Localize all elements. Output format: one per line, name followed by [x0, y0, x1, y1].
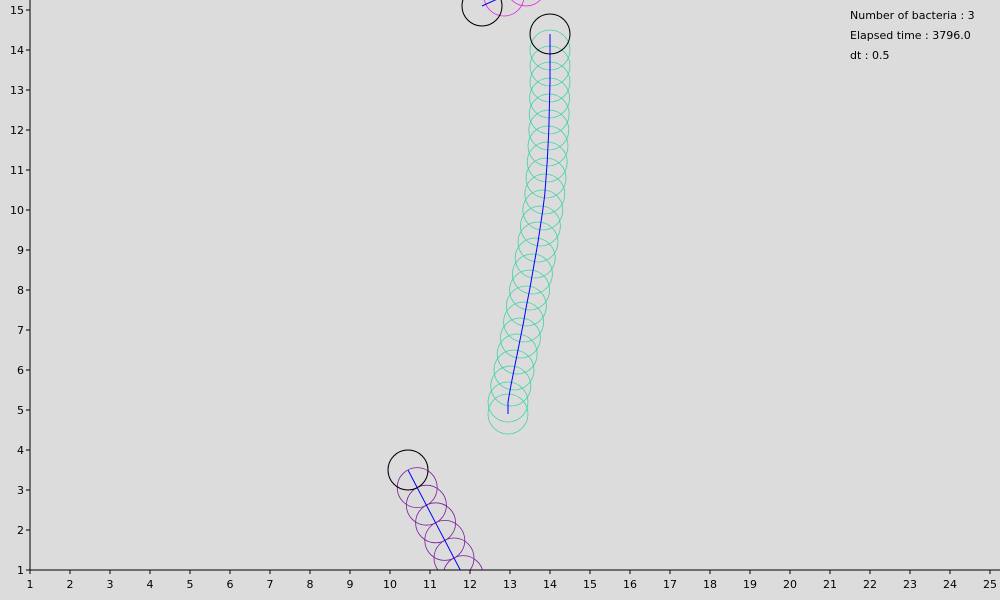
y-tick-label: 1: [17, 564, 24, 577]
x-tick-label: 19: [743, 578, 757, 591]
bacterium-head-circle: [461, 0, 503, 27]
y-tick-label: 5: [17, 404, 24, 417]
bacterium-segment-circle: [520, 205, 561, 247]
bacterium-segment-circle: [493, 349, 535, 391]
bacterium-segment-circle: [415, 502, 457, 544]
y-tick-label: 12: [10, 124, 24, 137]
x-tick-label: 14: [543, 578, 557, 591]
bacterium-segment-circle: [509, 269, 550, 311]
y-tick-label: 9: [17, 244, 24, 257]
bacterium-segment-circle: [503, 301, 544, 343]
bacterium-segment-circle: [525, 157, 567, 199]
bacteria-layer: [387, 0, 571, 600]
bacterium-segment-circle: [484, 0, 524, 17]
y-tick-label: 7: [17, 324, 24, 337]
bacterium-segment-circle: [512, 253, 553, 295]
x-tick-label: 13: [503, 578, 517, 591]
x-tick-label: 25: [983, 578, 997, 591]
bacterium-segment-circle: [511, 0, 541, 7]
bacterium-head-circle: [387, 449, 429, 491]
y-tick-label: 3: [17, 484, 24, 497]
bacterium-segment-circle: [506, 285, 547, 327]
bacterium-head-circle: [529, 13, 571, 55]
x-tick-label: 3: [107, 578, 114, 591]
x-tick-label: 1: [27, 578, 34, 591]
bacterium-segment-circle: [517, 221, 559, 263]
x-tick-label: 5: [187, 578, 194, 591]
bacterium-segment-circle: [462, 591, 502, 600]
bacterium-segment-circle: [527, 125, 569, 167]
bacterium-segment-circle: [496, 333, 538, 375]
y-tick-label: 10: [10, 204, 24, 217]
x-tick-label: 23: [903, 578, 917, 591]
bacterium-segment-circle: [433, 537, 475, 570]
bacterium-segment-circle: [405, 484, 447, 526]
x-tick-label: 17: [663, 578, 677, 591]
bacterium-segment-circle: [396, 467, 438, 509]
x-tick-label: 12: [463, 578, 477, 591]
y-tick-label: 6: [17, 364, 24, 377]
x-tick-label: 8: [307, 578, 314, 591]
y-tick-label: 4: [17, 444, 24, 457]
bacterium-segment-circle: [490, 365, 532, 407]
bacteria-count-text: Number of bacteria : 3: [850, 9, 975, 22]
bacterium-segment-circle: [424, 520, 466, 561]
x-tick-label: 6: [227, 578, 234, 591]
x-tick-label: 21: [823, 578, 837, 591]
bacterium-segment-circle: [522, 189, 564, 231]
info-panel: Number of bacteria : 3 Elapsed time : 37…: [850, 6, 975, 66]
bacterium-spine-line: [507, 34, 551, 414]
bacterium-segment-circle: [500, 317, 541, 359]
x-tick-label: 15: [583, 578, 597, 591]
bacterium-segment-circle: [461, 0, 503, 27]
bacterium-segment-circle: [443, 555, 483, 570]
bacterium-spine-line: [481, 0, 497, 7]
x-tick-label: 24: [943, 578, 957, 591]
y-tick-label: 15: [10, 4, 24, 17]
bacterium-segment-circle: [487, 381, 529, 423]
bacterium-segment-circle: [487, 393, 529, 435]
y-tick-label: 8: [17, 284, 24, 297]
y-tick-label: 11: [10, 164, 24, 177]
x-tick-label: 20: [783, 578, 797, 591]
y-tick-label: 14: [10, 44, 24, 57]
bacterium-spine-line: [407, 469, 461, 570]
x-tick-label: 16: [623, 578, 637, 591]
x-tick-label: 2: [67, 578, 74, 591]
bacterium-segment-circle: [524, 173, 566, 215]
bacterium-segment-circle: [514, 237, 556, 279]
axes: 1 2 3 4 5 6 7 8 9 10 11 12 13 14 15 16 17 18 19 20 21 22 23 24 2…: [10, 0, 1000, 591]
dt-text: dt : 0.5: [850, 49, 890, 62]
x-tick-label: 22: [863, 578, 877, 591]
elapsed-time-text: Elapsed time : 3796.0: [850, 29, 971, 42]
y-tick-label: 13: [10, 84, 24, 97]
bacterium-middle: [487, 13, 571, 435]
bacterium-bottom: [387, 449, 502, 600]
bacterium-segment-circle: [526, 141, 568, 183]
x-tick-label: 11: [423, 578, 437, 591]
y-tick-label: 2: [17, 524, 24, 537]
x-tick-label: 7: [267, 578, 274, 591]
bacterium-top: [461, 0, 541, 27]
x-tick-label: 18: [703, 578, 717, 591]
x-tick-label: 10: [383, 578, 397, 591]
x-tick-label: 4: [147, 578, 154, 591]
x-tick-label: 9: [347, 578, 354, 591]
